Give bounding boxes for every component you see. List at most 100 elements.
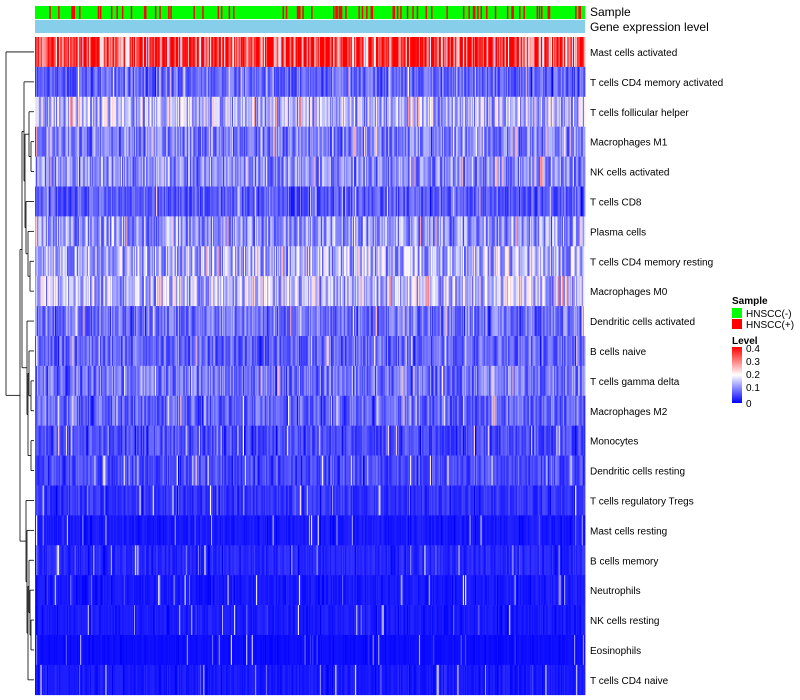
heatmap-cell	[373, 186, 376, 217]
heatmap-cell	[394, 306, 397, 337]
heatmap-cell	[273, 186, 276, 217]
heatmap-cell	[149, 246, 151, 277]
heatmap-cell	[536, 216, 539, 247]
heatmap-cell	[263, 66, 266, 98]
heatmap-cell	[136, 66, 138, 98]
heatmap-cell	[314, 246, 316, 277]
heatmap-cell	[525, 96, 528, 127]
heatmap-body	[35, 37, 586, 696]
heatmap-cell	[194, 96, 196, 127]
heatmap-cell	[304, 66, 306, 98]
heatmap-cell	[289, 66, 291, 98]
heatmap-cell	[95, 246, 97, 277]
heatmap-cell	[117, 246, 119, 277]
heatmap-cell	[380, 306, 382, 337]
heatmap-cell	[234, 216, 236, 247]
heatmap-cell	[289, 37, 291, 68]
heatmap-cell	[548, 246, 551, 277]
heatmap-cell	[295, 216, 298, 247]
heatmap-cell	[324, 126, 326, 157]
heatmap-cell	[326, 37, 328, 68]
heatmap-cell	[216, 156, 218, 187]
heatmap-cell	[395, 96, 398, 127]
heatmap-cell	[325, 276, 327, 307]
heatmap-cell	[41, 216, 44, 247]
heatmap-cell	[426, 156, 429, 187]
heatmap-cell	[197, 306, 200, 337]
heatmap-cell	[580, 126, 583, 157]
heatmap-cell	[212, 37, 214, 68]
heatmap-cell	[99, 186, 102, 217]
heatmap-cell	[477, 186, 479, 217]
heatmap-cell	[449, 96, 452, 127]
heatmap-cell	[300, 276, 302, 307]
heatmap-cell	[235, 66, 237, 98]
sample-mark-hnscc-positive	[400, 6, 402, 19]
heatmap-cell	[440, 96, 443, 127]
heatmap-cell	[127, 186, 129, 217]
heatmap-cell	[370, 246, 372, 277]
heatmap-cell	[504, 276, 507, 307]
heatmap-cell	[539, 126, 542, 157]
heatmap-cell	[141, 126, 144, 157]
heatmap-cell	[378, 156, 380, 187]
heatmap-cell	[553, 156, 555, 187]
heatmap-cell	[558, 276, 561, 307]
heatmap-cell	[373, 96, 376, 127]
heatmap-cell	[61, 126, 63, 157]
heatmap-cell	[369, 156, 371, 187]
heatmap-cell	[420, 216, 422, 247]
heatmap-cell	[82, 156, 84, 187]
heatmap-cell	[242, 186, 245, 217]
heatmap-cell	[363, 186, 366, 217]
heatmap-cell	[137, 156, 139, 187]
heatmap-cell	[80, 216, 82, 247]
heatmap-cell	[190, 186, 192, 217]
heatmap-cell	[193, 66, 195, 98]
heatmap-cell	[379, 156, 381, 187]
heatmap-cell	[521, 96, 523, 127]
heatmap-cell	[297, 306, 300, 337]
heatmap-cell	[61, 306, 63, 337]
heatmap-cell	[544, 246, 546, 277]
heatmap-cell	[347, 96, 349, 127]
heatmap-cell	[347, 186, 349, 217]
heatmap-cell	[475, 126, 477, 157]
heatmap-cell	[274, 96, 277, 127]
heatmap-cell	[350, 186, 353, 217]
heatmap-cell	[170, 126, 172, 157]
heatmap-cell	[338, 156, 341, 187]
heatmap-cell	[457, 156, 459, 187]
heatmap-cell	[538, 246, 541, 277]
heatmap-cell	[46, 96, 48, 127]
heatmap-cell	[41, 66, 44, 98]
heatmap-cell	[509, 276, 511, 307]
heatmap-cell	[489, 156, 491, 187]
heatmap-cell	[391, 306, 393, 337]
heatmap-cell	[511, 66, 513, 98]
heatmap-cell	[435, 246, 437, 277]
heatmap-cell	[339, 216, 342, 247]
sample-mark-hnscc-positive	[392, 6, 394, 19]
heatmap-cell	[468, 96, 470, 127]
heatmap-cell	[361, 216, 364, 247]
heatmap-cell	[235, 156, 237, 187]
heatmap-cell	[434, 96, 436, 127]
heatmap-cell	[285, 276, 288, 307]
heatmap-cell	[459, 96, 462, 127]
heatmap-cell	[458, 186, 460, 217]
heatmap-cell	[581, 276, 584, 307]
heatmap-cell	[400, 276, 402, 307]
heatmap-cell	[349, 306, 352, 337]
heatmap-cell	[77, 156, 80, 187]
heatmap-cell	[338, 186, 341, 217]
heatmap-cell	[193, 186, 195, 217]
heatmap-cell	[308, 96, 311, 127]
heatmap-cell	[443, 276, 445, 307]
heatmap-cell	[546, 66, 548, 98]
heatmap-cell	[355, 156, 357, 187]
heatmap-cell	[266, 66, 268, 98]
heatmap-cell	[253, 246, 256, 277]
heatmap-cell	[406, 37, 409, 68]
heatmap-cell	[274, 246, 277, 277]
